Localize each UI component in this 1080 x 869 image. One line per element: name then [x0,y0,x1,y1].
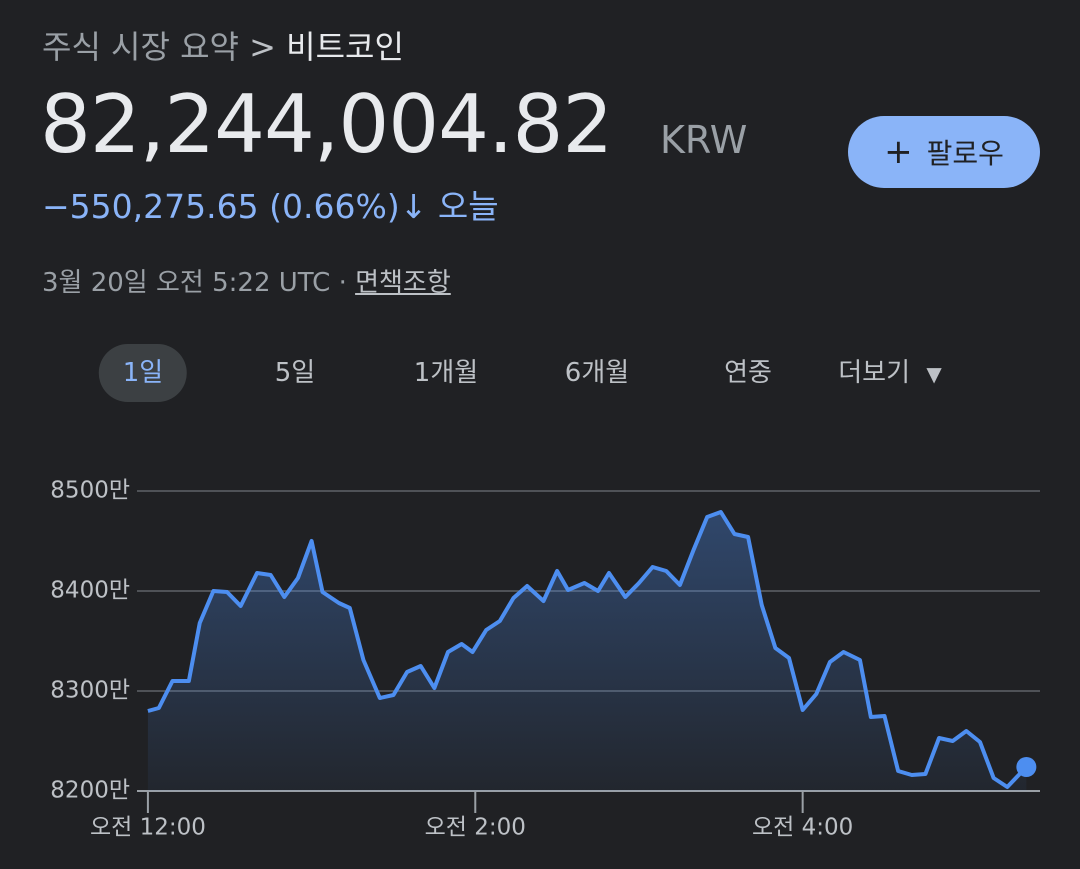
breadcrumb-current: 비트코인 [286,28,404,66]
tab-label: 6개월 [564,358,630,388]
price: 82,244,004.82 [40,78,613,171]
change-value: −550,275.65 [42,187,259,226]
timestamp: 3월 20일 오전 5:22 UTC [42,268,331,298]
x-tick-label: 오전 4:00 [752,815,853,841]
follow-button[interactable]: + 팔로우 [848,116,1040,188]
down-arrow: ↓ [399,187,428,226]
tab[interactable]: 5일 [251,344,339,402]
tab[interactable]: 1개월 [390,344,502,402]
tab[interactable]: 1일 [98,344,188,402]
change: −550,275.65 (0.66%)↓ 오늘 [42,180,499,228]
y-tick-label: 8200만 [50,778,130,804]
period: 오늘 [437,187,499,226]
tab-label: 더보기 [838,358,911,388]
y-tick-label: 8400만 [50,578,130,604]
breadcrumb: 주식 시장 요약 > 비트코인 [42,22,404,68]
tab-label: 연중 [724,358,772,388]
tab-label: 1개월 [413,358,479,388]
x-tick-label: 오전 12:00 [90,815,206,841]
last-point [1016,757,1037,777]
tab[interactable]: 6개월 [541,344,653,402]
timestamp-row: 3월 20일 오전 5:22 UTC · 면책조항 [42,262,451,299]
x-tick-label: 오전 2:00 [425,815,526,841]
change-percent: (0.66%) [269,187,400,226]
follow-label: 팔로우 [926,137,1004,170]
separator: > [249,28,276,66]
y-tick-label: 8300만 [50,678,130,704]
tab-label: 1일 [122,358,164,388]
plus-icon: + [884,132,913,172]
tab-label: 5일 [274,358,316,388]
dropdown-icon: ▼ [920,362,942,386]
breadcrumb-link[interactable]: 주식 시장 요약 [42,28,239,66]
y-tick-label: 8500만 [50,478,130,504]
tab[interactable]: 연중 [700,344,796,402]
disclaimer[interactable]: 면책조항 [355,268,451,298]
currency: KRW [660,118,748,162]
tab[interactable]: 더보기 ▼ [814,344,966,402]
area [147,512,1027,791]
line [147,510,1028,789]
dot: · [338,268,347,298]
